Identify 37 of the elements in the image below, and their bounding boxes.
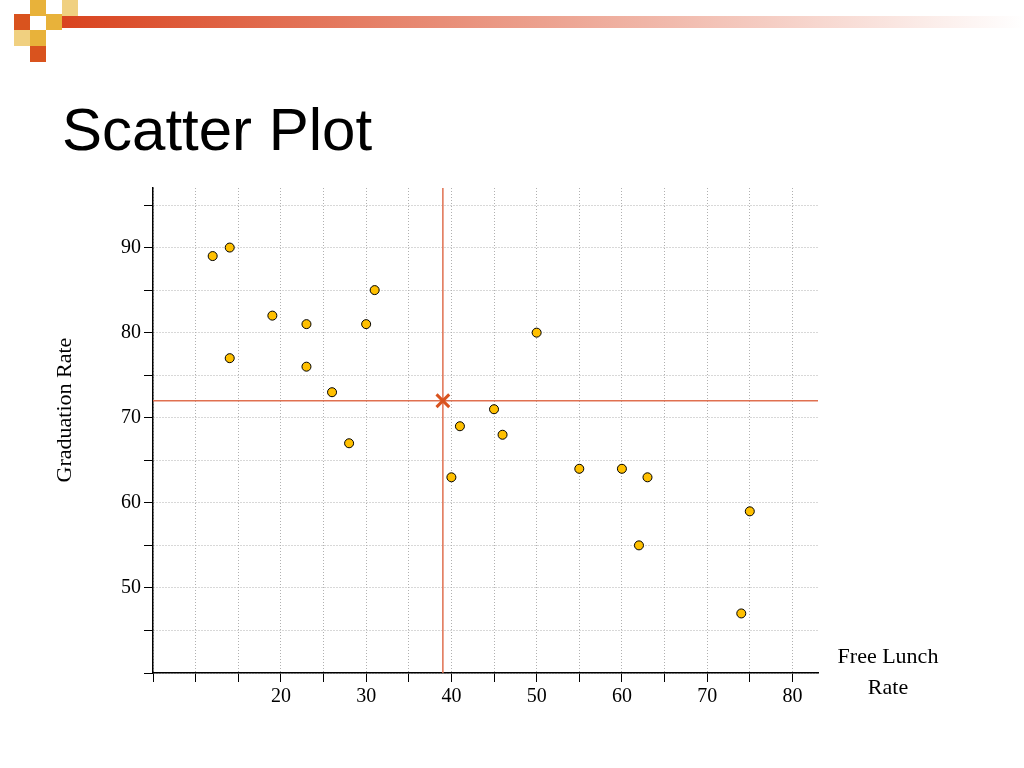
x-tick-label: 60	[611, 684, 632, 707]
point	[435, 392, 451, 409]
point	[531, 327, 542, 338]
point	[744, 506, 755, 517]
point	[301, 361, 312, 372]
x-tick-label: 30	[356, 684, 377, 707]
point	[574, 463, 585, 474]
point	[736, 608, 747, 619]
point	[344, 438, 355, 449]
point	[327, 387, 338, 398]
point	[361, 319, 372, 330]
point	[207, 251, 218, 262]
point	[633, 540, 644, 551]
point	[369, 285, 380, 296]
point	[267, 310, 278, 321]
y-axis-title: Graduation Rate	[51, 337, 77, 483]
point	[489, 404, 500, 415]
x-tick-label: 50	[526, 684, 547, 707]
y-tick-label: 60	[121, 490, 141, 513]
x-tick-label: 40	[441, 684, 462, 707]
x-tick-label: 70	[697, 684, 718, 707]
point	[642, 472, 653, 483]
y-tick-label: 70	[121, 404, 141, 427]
x-axis-title: Free Lunch Rate	[836, 642, 940, 701]
point	[454, 421, 465, 432]
point	[497, 429, 508, 440]
point	[446, 472, 457, 483]
chart-title: Scatter Plot	[62, 95, 373, 164]
y-tick-label: 50	[121, 575, 141, 598]
y-tick-label: 90	[121, 234, 141, 257]
point	[301, 319, 312, 330]
point	[224, 353, 235, 364]
point	[224, 242, 235, 253]
y-tick-label: 80	[121, 319, 141, 342]
x-tick-label: 20	[270, 684, 291, 707]
point	[616, 463, 627, 474]
x-tick-label: 80	[782, 684, 803, 707]
